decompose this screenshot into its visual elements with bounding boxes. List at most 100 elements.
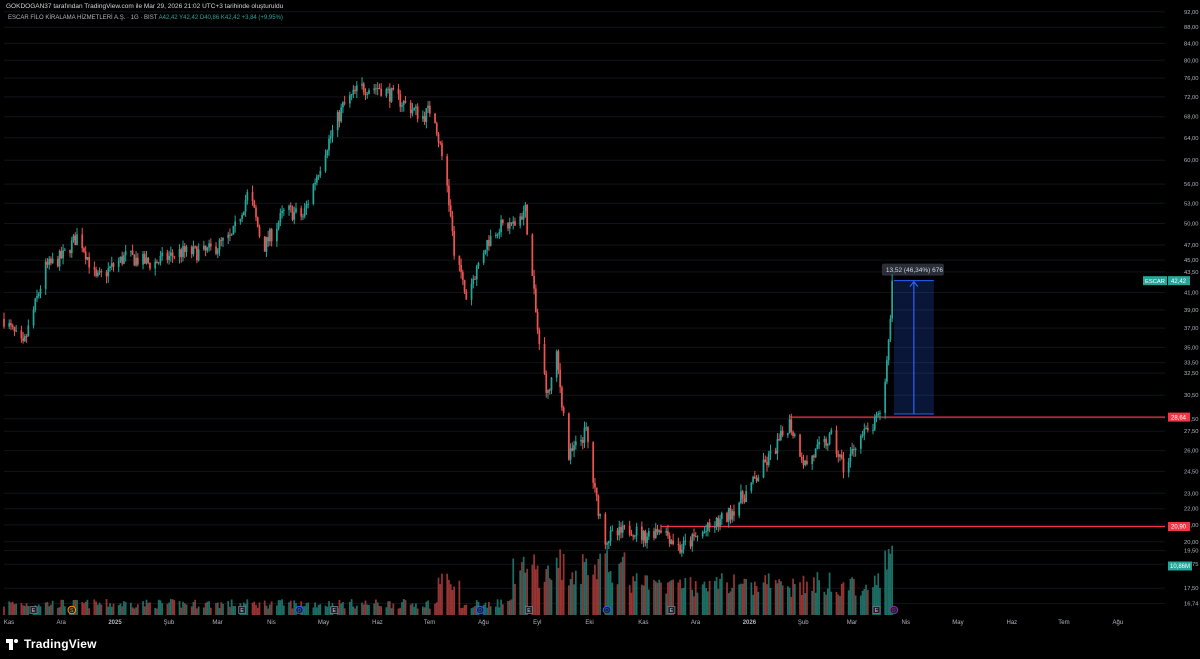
candle-body	[703, 531, 706, 533]
candle-body	[708, 522, 711, 528]
candle-body	[183, 246, 186, 252]
volume-bar	[289, 600, 292, 615]
volume-bar	[194, 599, 197, 615]
volume-bar	[472, 607, 475, 615]
time-tick-label: Şub	[798, 620, 809, 626]
candle-body	[458, 255, 461, 265]
volume-bar	[849, 578, 852, 615]
candle-body	[790, 419, 793, 433]
tradingview-logo[interactable]: TradingView	[6, 637, 97, 651]
volume-bar	[769, 587, 772, 615]
candle-body	[23, 336, 26, 342]
volume-bar	[719, 578, 721, 615]
volume-bar	[107, 606, 110, 615]
candle-body	[640, 526, 643, 541]
volume-bar	[425, 601, 428, 615]
volume-bar	[642, 585, 645, 615]
candle-body	[277, 222, 280, 229]
time-tick-label: May	[318, 620, 329, 626]
candle-body	[470, 283, 473, 300]
volume-bar	[816, 572, 819, 615]
volume-bar	[562, 553, 565, 615]
candle-body	[109, 266, 111, 269]
candle-body	[336, 112, 339, 131]
candle-body	[312, 184, 315, 204]
candle-body	[837, 454, 840, 457]
logo-text: TradingView	[24, 637, 97, 651]
volume-bar	[161, 603, 164, 615]
volume-bar	[727, 593, 730, 615]
candle-body	[738, 502, 741, 516]
symbol-tag-label: ESCAR	[1145, 279, 1165, 285]
volume-bar	[380, 606, 383, 615]
volume-bar	[887, 549, 890, 615]
time-tick-label: Tem	[424, 620, 435, 626]
volume-bar	[668, 581, 671, 615]
volume-bar	[701, 584, 704, 615]
candle-body	[25, 336, 28, 338]
candle-body	[847, 461, 850, 473]
volume-bar	[439, 584, 442, 615]
volume-bar	[707, 591, 709, 615]
candle-body	[350, 94, 353, 96]
candle-body	[727, 507, 730, 522]
candle-body	[317, 175, 320, 177]
volume-bar	[859, 595, 862, 615]
volume-bar	[317, 604, 320, 615]
volume-bar	[350, 599, 353, 615]
volume-bar	[567, 585, 570, 615]
volume-bar	[776, 583, 779, 615]
candle-body	[392, 88, 395, 90]
candle-body	[592, 442, 595, 483]
candle-body	[15, 330, 18, 332]
candle-body	[694, 536, 697, 538]
volume-bar	[203, 607, 205, 615]
volume-bar	[571, 572, 574, 615]
volume-bar	[569, 578, 572, 615]
volume-bar	[355, 605, 358, 615]
candle-body	[609, 530, 612, 541]
price-tick-label: 45,00	[1184, 258, 1199, 264]
volume-bar	[533, 554, 535, 615]
volume-bar	[324, 605, 327, 615]
volume-bar	[173, 600, 176, 615]
candle-body	[543, 343, 546, 374]
candle-body	[373, 88, 376, 91]
volume-bar	[573, 584, 575, 615]
candle-body	[580, 439, 582, 442]
candle-body	[428, 105, 431, 114]
candle-body	[37, 293, 40, 296]
volume-bar	[733, 574, 735, 615]
candle-body	[324, 155, 327, 171]
candle-body	[585, 427, 588, 429]
candle-body	[634, 535, 636, 537]
candle-body	[446, 156, 449, 186]
volume-bar	[778, 579, 781, 615]
volume-bar	[534, 569, 537, 615]
candle-body	[875, 415, 878, 417]
candle-body	[416, 106, 419, 119]
candle-body	[453, 231, 456, 256]
candle-body	[750, 482, 753, 492]
volume-bar	[109, 603, 111, 615]
volume-bar	[743, 578, 746, 615]
candle-body	[171, 252, 174, 257]
candle-body	[799, 434, 801, 457]
volume-bar	[875, 584, 878, 615]
candle-body	[314, 182, 316, 185]
candle-body	[766, 462, 768, 465]
candle-body	[267, 237, 270, 242]
volume-bar	[183, 603, 186, 615]
volume-bar	[524, 572, 527, 615]
candle-body	[227, 234, 230, 238]
candle-body	[786, 433, 789, 436]
candle-body	[402, 100, 405, 106]
candle-body	[307, 203, 310, 205]
volume-bar	[726, 582, 728, 615]
volume-bar	[8, 601, 11, 615]
volume-bar	[269, 604, 271, 615]
volume-bar	[83, 603, 85, 615]
candle-body	[569, 448, 572, 460]
candle-body	[889, 318, 892, 340]
